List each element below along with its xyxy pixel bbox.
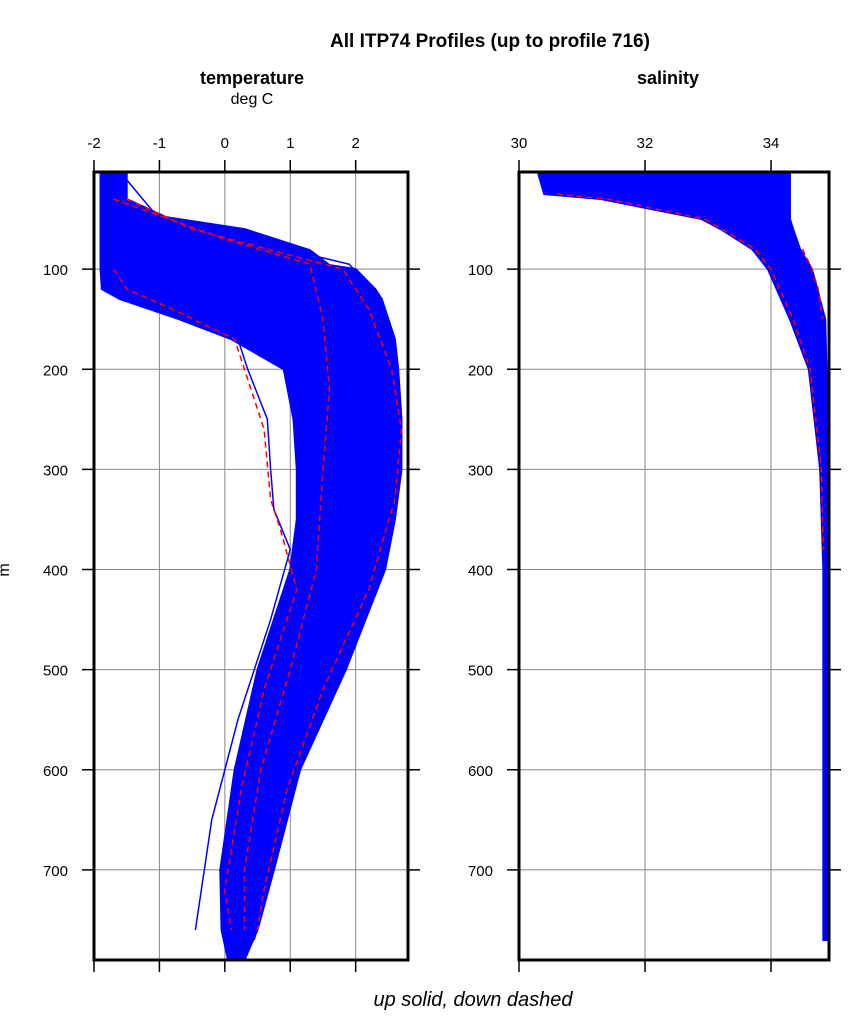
- y-tick-label: 600: [43, 763, 68, 780]
- y-tick-label: 600: [468, 763, 493, 780]
- temperature-units: deg C: [231, 91, 274, 108]
- down-profile-line: [801, 248, 824, 320]
- y-tick-label: 700: [43, 863, 68, 880]
- salinity-panel: 30 32 34 100 200 300 400 500 600 700: [468, 135, 841, 972]
- y-tick-label: 500: [468, 663, 493, 680]
- temperature-panel-title: temperature: [200, 68, 304, 88]
- up-profile-line: [119, 172, 399, 941]
- up-profile-line: [581, 172, 826, 940]
- y-tick-label: 100: [468, 262, 493, 279]
- salinity-panel-title: salinity: [637, 68, 699, 88]
- y-tick-label: 400: [468, 563, 493, 580]
- down-profile-line: [112, 268, 298, 931]
- profile-envelope: [99, 172, 403, 960]
- x-tick-label: 0: [221, 135, 229, 152]
- profile-envelope: [536, 172, 829, 941]
- temperature-panel: -2 -1 0 1 2 100 200 300 400 500 600 700: [43, 135, 420, 972]
- footer-legend-text: up solid, down dashed: [373, 989, 573, 1011]
- y-tick-label: 300: [43, 462, 68, 479]
- figure-title: All ITP74 Profiles (up to profile 716): [330, 31, 650, 52]
- plot-frame: [92, 170, 410, 962]
- x-tick-label: 32: [637, 135, 654, 152]
- y-tick-label: 700: [468, 863, 493, 880]
- down-profile-line: [126, 198, 403, 931]
- x-tick-label: -2: [87, 135, 100, 152]
- profile-lines: [99, 172, 403, 960]
- y-axis-label: m: [0, 563, 13, 576]
- down-profile-line: [556, 193, 825, 550]
- y-tick-label: 200: [43, 362, 68, 379]
- down-profile-line: [113, 198, 331, 930]
- x-tick-label: 30: [511, 135, 528, 152]
- up-profile-line: [99, 172, 292, 931]
- y-tick-label: 200: [468, 362, 493, 379]
- y-tick-label: 500: [43, 663, 68, 680]
- x-tick-label: 2: [351, 135, 359, 152]
- x-tick-label: -1: [153, 135, 166, 152]
- x-tick-label: 1: [286, 135, 294, 152]
- y-tick-label: 400: [43, 563, 68, 580]
- y-tick-label: 100: [43, 262, 68, 279]
- profile-lines: [536, 172, 829, 941]
- plot-frame: [517, 170, 831, 962]
- y-tick-label: 300: [468, 462, 493, 479]
- x-tick-label: 34: [763, 135, 780, 152]
